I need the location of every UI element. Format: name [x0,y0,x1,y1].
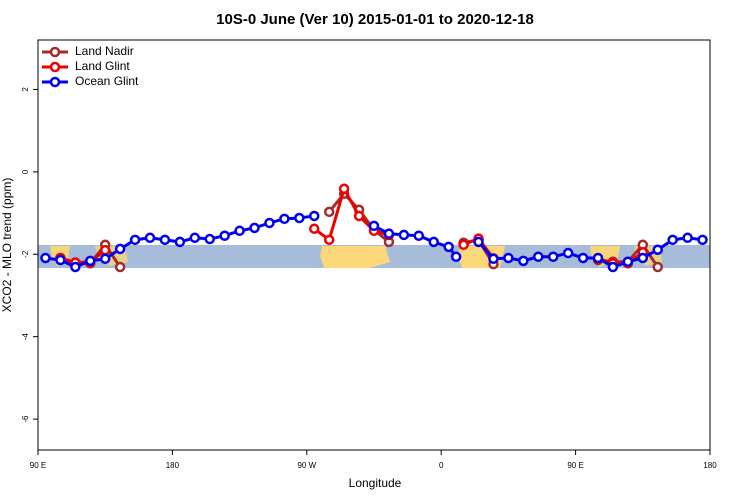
data-point [114,261,126,273]
data-point [204,233,215,245]
data-point [338,183,350,195]
data-point [398,229,410,241]
data-point [309,210,320,222]
data-point [219,230,230,241]
x-tick-label: 90 W [297,461,316,470]
data-point [55,254,66,266]
data-point [279,213,290,225]
data-point [323,206,335,218]
data-point [323,234,335,246]
data-point [428,236,439,248]
data-point [592,252,604,264]
data-point [114,243,126,255]
series-line [477,236,703,269]
data-point [518,255,529,267]
legend-marker [49,61,61,73]
data-point [144,232,156,244]
data-point [533,251,544,262]
x-axis-label: Longitude [349,476,402,490]
x-tick-label: 0 [439,461,444,470]
data-point [368,220,380,232]
y-tick-label: 2 [21,87,30,92]
data-point [99,253,111,265]
data-point [443,241,454,253]
data-point [697,234,708,246]
data-point [294,212,305,224]
data-point [174,236,186,248]
y-tick-label: -6 [21,415,30,423]
legend-marker [49,46,61,58]
data-point [577,252,589,264]
data-point [383,228,395,239]
data-point [309,223,320,234]
data-point [85,255,96,267]
data-point [99,244,111,256]
data-point [159,234,171,246]
y-tick-label: 0 [21,169,30,174]
data-point [562,247,574,259]
legend-label: Ocean Glint [75,74,139,88]
data-point [70,261,81,273]
y-axis-label: XCO2 - MLO trend (ppm) [0,178,14,313]
data-point [667,234,678,246]
series-line [59,248,107,265]
data-point [249,222,260,234]
data-point [488,253,499,265]
x-tick-label: 180 [703,461,717,470]
y-tick-label: -2 [21,250,30,258]
legend-label: Land Nadir [75,44,134,58]
data-point [189,232,201,244]
data-point [682,232,693,244]
data-point [547,251,559,262]
data-point [622,256,634,267]
data-point [40,252,51,264]
legend-marker [49,76,61,88]
x-tick-label: 90 E [567,461,583,470]
data-point [652,244,663,255]
data-point [607,261,619,273]
data-point [637,252,649,264]
data-point [458,239,469,251]
data-point [234,225,245,237]
data-point [652,261,663,273]
legend-label: Land Glint [75,59,130,73]
y-tick-label: -4 [21,333,30,341]
plot-frame [37,39,711,451]
data-point [450,251,462,262]
data-point [503,252,514,264]
data-point [473,236,484,248]
data-point [413,230,425,241]
data-point [129,234,141,246]
data-point [353,210,365,222]
chart-title: 10S-0 June (Ver 10) 2015-01-01 to 2020-1… [216,11,534,28]
x-tick-label: 90 E [30,461,46,470]
x-tick-label: 180 [166,461,180,470]
data-point [264,217,275,229]
